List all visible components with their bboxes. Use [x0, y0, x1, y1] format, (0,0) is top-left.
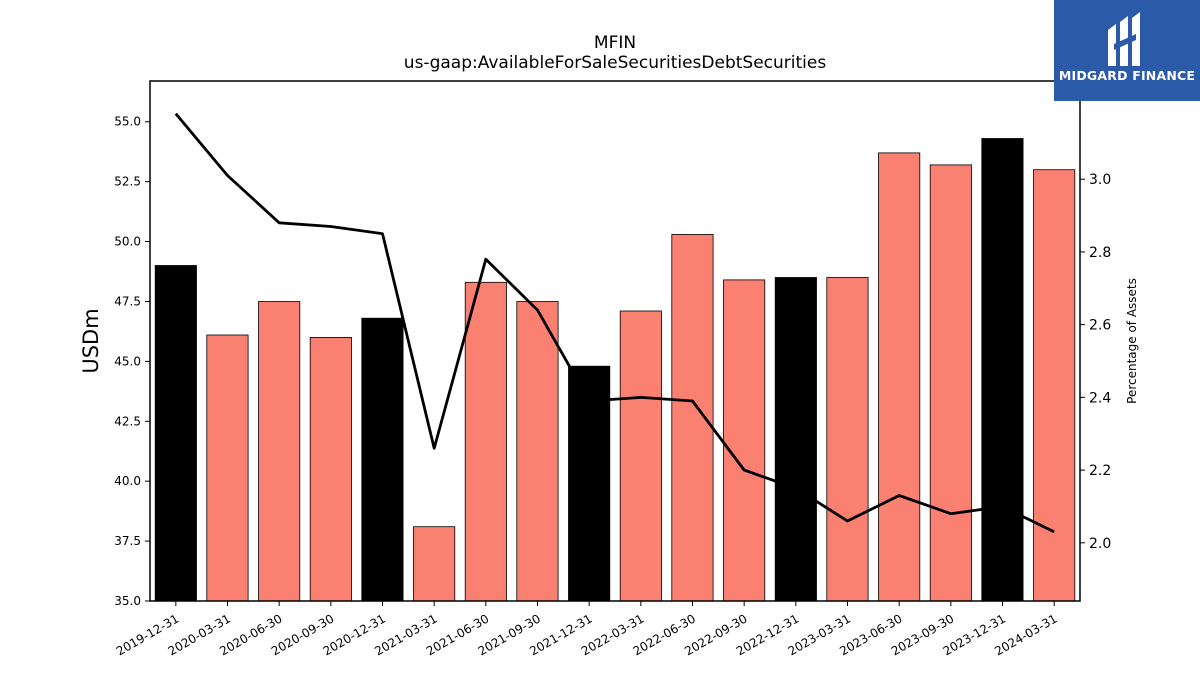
bar [774, 277, 817, 602]
y-axis-label-left: USDm [79, 308, 103, 373]
y-tick-label: 52.5 [114, 175, 141, 189]
y-tick-label: 35.0 [114, 594, 141, 608]
bar [929, 164, 972, 602]
x-axis: 2019-12-312020-03-312020-06-302020-09-30… [114, 601, 1060, 658]
right-axis: 2.0 2.2 2.4 2.6 2.8 3.0 [1080, 172, 1111, 552]
bar [878, 152, 921, 602]
y-tick-label: 42.5 [114, 414, 141, 428]
bar [619, 310, 662, 602]
bar [154, 265, 197, 602]
y-right-tick-label: 2.4 [1089, 390, 1111, 406]
bar [981, 138, 1024, 602]
bar [826, 277, 869, 602]
bar [516, 301, 559, 602]
bar [1033, 169, 1076, 602]
brand-name: MIDGARD FINANCE [1058, 68, 1196, 83]
bar [671, 233, 714, 602]
chart-title: MFIN [594, 33, 636, 53]
line-series [174, 112, 1055, 534]
plot-frame [149, 80, 1081, 602]
y-tick-label: 45.0 [114, 354, 141, 368]
bar [309, 336, 352, 602]
y-right-tick-label: 3.0 [1089, 172, 1111, 188]
bar [464, 281, 507, 602]
y-right-tick-label: 2.6 [1089, 318, 1111, 334]
bar [568, 365, 611, 602]
percentage-line [174, 112, 1055, 534]
bar [206, 334, 249, 602]
bar [723, 279, 766, 602]
y-right-tick-label: 2.2 [1089, 463, 1111, 479]
y-tick-label: 55.0 [114, 115, 141, 129]
y-tick-label: 47.5 [114, 294, 141, 308]
bar [258, 301, 301, 602]
y-right-tick-label: 2.8 [1089, 245, 1111, 261]
y-tick-label: 40.0 [114, 474, 141, 488]
left-axis: 35.0 37.5 40.0 42.5 45.0 47.5 50.0 52.5 55.0 [114, 115, 150, 608]
midgard-logo-icon [1108, 12, 1140, 66]
y-right-tick-label: 2.0 [1089, 536, 1111, 552]
bar [361, 317, 404, 602]
bar [413, 526, 456, 602]
chart-subtitle: us-gaap:AvailableForSaleSecuritiesDebtSe… [404, 53, 827, 73]
y-tick-label: 50.0 [114, 235, 141, 249]
y-tick-label: 37.5 [114, 534, 141, 548]
brand-logo: MIDGARD FINANCE [1054, 0, 1200, 101]
bar-series [154, 138, 1076, 602]
y-axis-label-right: Percentage of Assets [1125, 278, 1139, 404]
